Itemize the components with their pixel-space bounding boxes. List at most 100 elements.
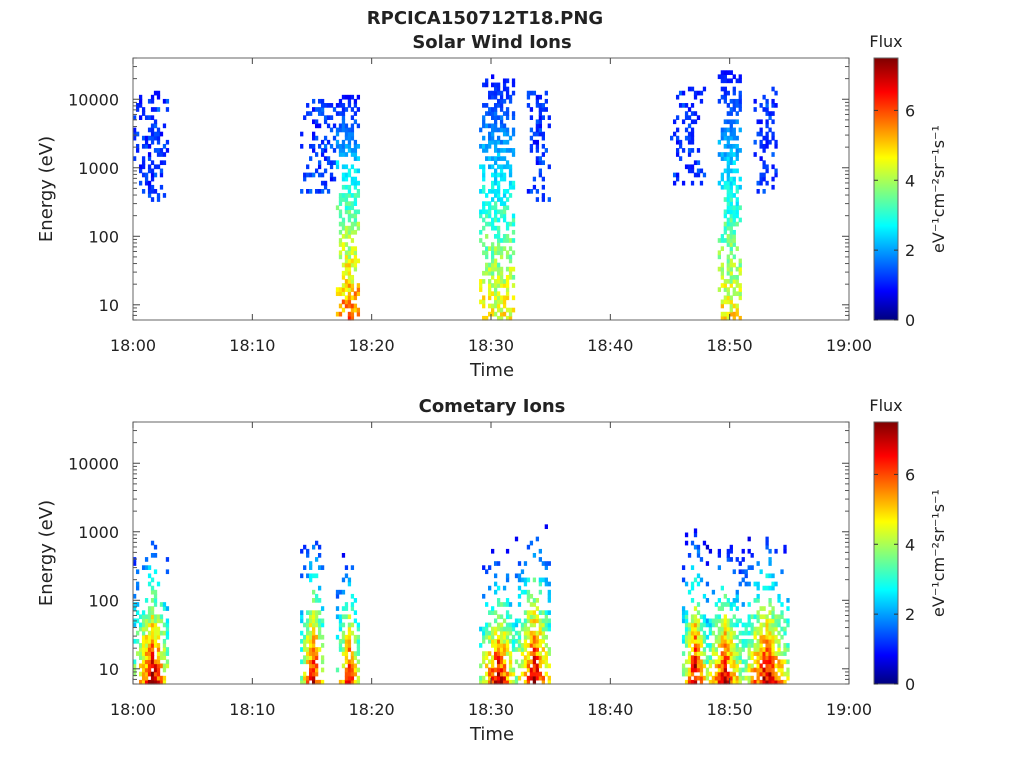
flux-cell [687, 86, 692, 92]
flux-cell [774, 103, 778, 108]
flux-cell [532, 667, 537, 673]
flux-cell [505, 221, 510, 227]
flux-cell [135, 610, 140, 615]
flux-cell [344, 143, 349, 149]
flux-cell [720, 135, 724, 141]
flux-cell [780, 569, 784, 575]
flux-cell [538, 131, 543, 137]
flux-cell [353, 148, 358, 153]
flux-cell [303, 643, 307, 648]
flux-cell [312, 172, 316, 178]
flux-cell [714, 647, 719, 652]
flux-cell [717, 152, 722, 157]
flux-cell [765, 655, 769, 661]
flux-cell [153, 638, 158, 644]
flux-cell [141, 667, 146, 673]
flux-cell [511, 679, 516, 685]
flux-cell [491, 217, 495, 223]
flux-cell [535, 103, 540, 108]
flux-cell [133, 622, 137, 628]
flux-cell [675, 127, 680, 133]
flux-cell [538, 581, 543, 587]
flux-cell [693, 643, 698, 648]
flux-cell [732, 667, 736, 673]
flux-cell [141, 622, 146, 628]
flux-cell [714, 634, 719, 640]
flux-cell [696, 643, 701, 648]
flux-cell [353, 213, 358, 219]
flux-cell [729, 242, 733, 247]
flux-cell [482, 593, 486, 599]
flux-cell [493, 225, 498, 231]
flux-cell [726, 675, 730, 681]
flux-cell [738, 262, 742, 268]
flux-cell [505, 283, 510, 288]
flux-cell [720, 651, 724, 656]
flux-cell [147, 606, 152, 611]
flux-cell [535, 98, 540, 104]
flux-cell [783, 659, 787, 665]
flux-cell [505, 127, 510, 133]
flux-cell [338, 589, 343, 595]
flux-cell [720, 70, 724, 75]
flux-cell [344, 565, 349, 570]
flux-cell [783, 651, 787, 656]
x-tick-label: 18:20 [349, 700, 395, 719]
flux-cell [353, 246, 358, 251]
flux-cell [488, 287, 492, 292]
flux-cell [341, 651, 346, 656]
flux-cell [335, 160, 340, 166]
flux-cell [711, 647, 716, 652]
flux-cell [338, 209, 343, 215]
flux-cell [729, 671, 733, 677]
flux-cell [309, 643, 313, 648]
flux-cell [759, 119, 763, 125]
flux-cell [505, 205, 510, 211]
flux-cell [493, 172, 498, 178]
flux-cell [479, 143, 483, 149]
flux-cell [738, 679, 742, 685]
flux-cell [762, 606, 766, 611]
flux-cell [496, 647, 501, 652]
flux-cell [491, 283, 495, 288]
flux-cell [493, 201, 498, 206]
flux-cell [768, 638, 772, 644]
flux-cell [312, 573, 316, 579]
flux-cell [729, 123, 733, 129]
flux-cell [684, 671, 689, 677]
flux-cell [312, 131, 316, 137]
flux-cell [338, 213, 343, 219]
flux-cell [491, 115, 495, 120]
flux-cell [300, 614, 304, 620]
flux-cell [541, 647, 545, 652]
flux-cell [777, 651, 781, 656]
flux-cell [765, 622, 769, 628]
flux-cell [717, 180, 722, 186]
flux-cell [744, 663, 748, 669]
flux-cell [529, 540, 534, 546]
flux-cell [347, 311, 352, 317]
flux-cell [529, 593, 534, 599]
flux-cell [141, 630, 146, 636]
flux-cell [309, 156, 313, 161]
flux-cell [514, 647, 519, 652]
flux-cell [505, 274, 510, 280]
flux-cell [320, 180, 325, 186]
flux-cell [681, 148, 686, 153]
flux-cell [338, 152, 343, 157]
flux-cell [526, 103, 531, 108]
flux-cell [306, 651, 310, 656]
flux-cell [771, 647, 775, 652]
flux-cell [705, 618, 710, 624]
flux-cell [738, 184, 742, 190]
flux-cell [508, 164, 513, 170]
flux-cell [771, 667, 775, 673]
flux-cell [159, 651, 164, 656]
flux-cell [684, 626, 689, 632]
flux-cell [488, 651, 492, 656]
flux-cell [541, 160, 545, 166]
flux-cell [344, 197, 349, 202]
flux-cell [732, 98, 736, 104]
flux-cell [491, 270, 495, 276]
flux-cell [353, 679, 358, 685]
